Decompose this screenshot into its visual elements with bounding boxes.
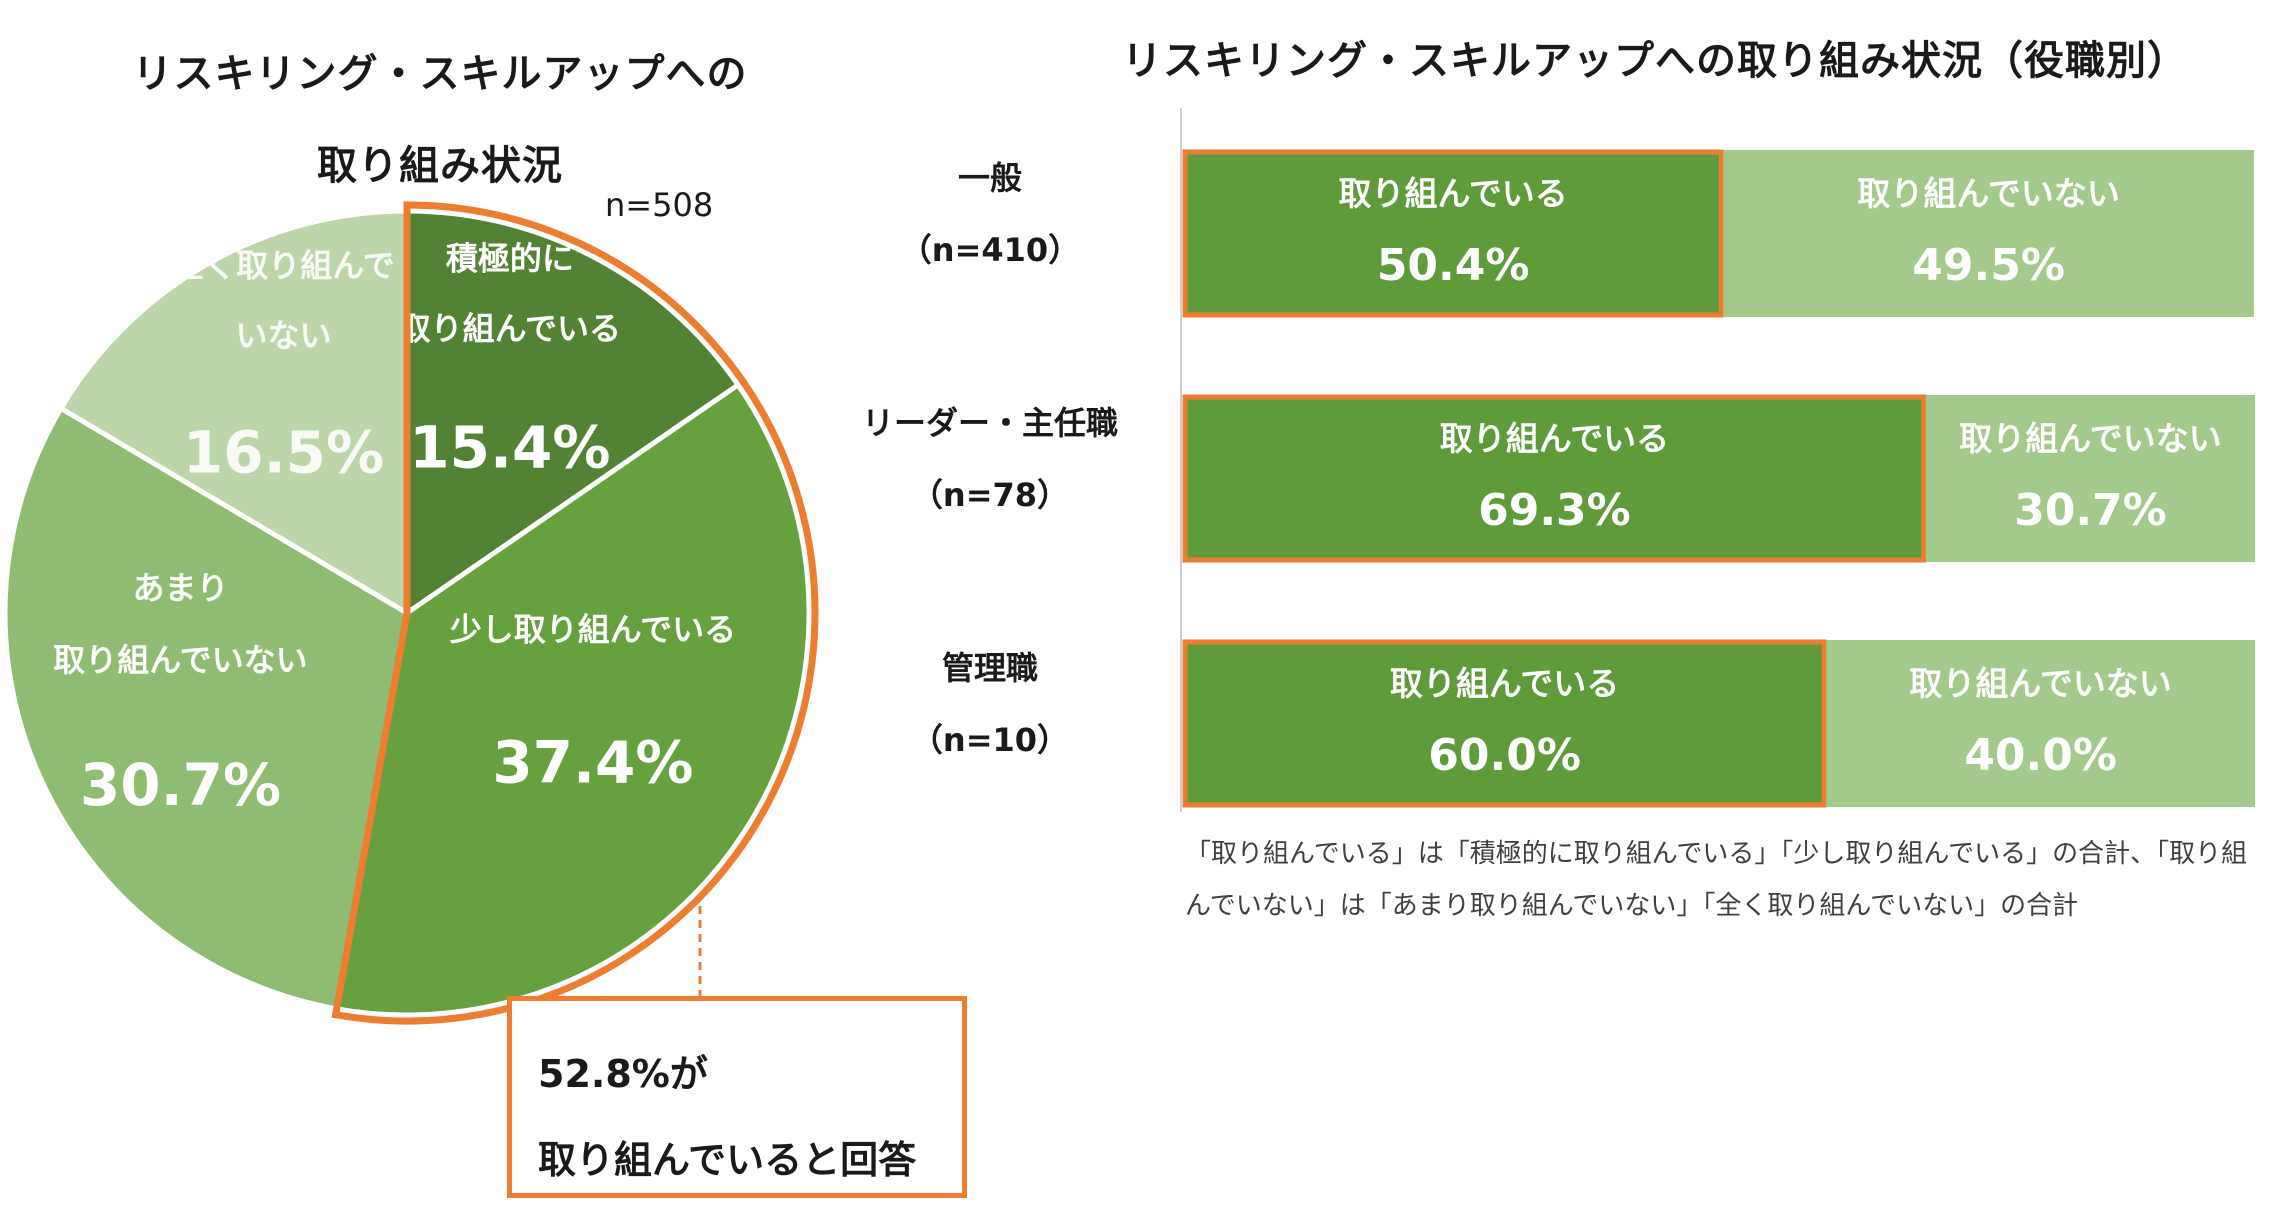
bar-segment bbox=[1826, 640, 2255, 807]
bar-category-label: 一般 （n=410） bbox=[840, 142, 1140, 286]
footnote: 「取り組んでいる」は「積極的に取り組んでいる」「少し取り組んでいる」の合計、「取… bbox=[1185, 839, 2248, 921]
bar-chart-title: リスキリング・スキルアップへの取り組み状況（役職別） bbox=[1122, 38, 2188, 84]
callout-box: 52.8%が 取り組んでいると回答 bbox=[507, 996, 967, 1198]
bar-segment-label: 取り組んでいない bbox=[1857, 174, 2119, 213]
bar-segment-label: 取り組んでいる bbox=[1338, 174, 1567, 213]
bar-category-name: 管理職 bbox=[941, 649, 1038, 687]
pie-title-line2: 取り組み状況 bbox=[317, 143, 563, 189]
bar-highlight-outline bbox=[1182, 149, 1724, 318]
pie-slice-label: 少し取り組んでいる bbox=[450, 611, 736, 649]
pie-slice-label: 全く取り組んで bbox=[171, 247, 394, 285]
bar-highlight-outline bbox=[1182, 639, 1827, 808]
bar-segment-value: 60.0% bbox=[1428, 730, 1581, 781]
bar-segment-value: 69.3% bbox=[1478, 485, 1631, 536]
bar-category-n: （n=10） bbox=[910, 721, 1070, 759]
bar-category-name: リーダー・主任職 bbox=[861, 404, 1118, 442]
bar-segment-value: 30.7% bbox=[2014, 485, 2167, 536]
pie-slice-label: いない bbox=[236, 317, 332, 355]
pie-slice-value: 30.7% bbox=[80, 751, 281, 819]
pie-sample-size: n=508 bbox=[605, 186, 714, 224]
bar-segment-value: 50.4% bbox=[1377, 240, 1530, 291]
bar-segment bbox=[1183, 150, 1724, 317]
bar-segment-label: 取り組んでいる bbox=[1440, 419, 1669, 458]
pie-title-line1: リスキリング・スキルアップへの bbox=[132, 51, 748, 97]
bar-segment bbox=[1183, 395, 1926, 562]
callout-line2: 取り組んでいると回答 bbox=[538, 1138, 917, 1182]
bar-segment bbox=[1925, 395, 2255, 562]
pie-slice-value: 15.4% bbox=[409, 413, 610, 481]
bar-segment-value: 40.0% bbox=[1964, 730, 2117, 781]
bar-segment-label: 取り組んでいない bbox=[1909, 664, 2171, 703]
pie-slice bbox=[57, 208, 410, 618]
callout-line1: 52.8%が bbox=[538, 1052, 708, 1096]
pie-slice-label: 積極的に bbox=[446, 239, 574, 277]
bar-category-name: 一般 bbox=[957, 159, 1022, 197]
bar-highlight-outline bbox=[1182, 394, 1927, 563]
bar-category-label: 管理職 （n=10） bbox=[840, 632, 1140, 776]
pie-chart-title: リスキリング・スキルアップへの 取り組み状況 bbox=[60, 28, 820, 212]
pie-slice-label: 取り組んでいる bbox=[399, 309, 621, 347]
bar-category-label: リーダー・主任職 （n=78） bbox=[840, 387, 1140, 531]
pie-slice-value: 37.4% bbox=[492, 729, 693, 797]
pie-slice-label: 取り組んでいない bbox=[53, 641, 307, 679]
pie-slice-value: 16.5% bbox=[183, 419, 384, 487]
pie-chart: 積極的に取り組んでいる 15.4% 少し取り組んでいる 37.4% あまり取り組んでいな… bbox=[2, 201, 819, 1025]
pie-slice bbox=[2, 404, 410, 1012]
bar-segment bbox=[1183, 640, 1827, 807]
bar-segment-value: 49.5% bbox=[1912, 240, 2065, 291]
pie-slice bbox=[333, 381, 812, 1018]
bar-category-n: （n=78） bbox=[910, 476, 1070, 514]
bar-segment-label: 取り組んでいる bbox=[1390, 664, 1619, 703]
bar-segment-label: 取り組んでいない bbox=[1959, 419, 2221, 458]
bar-segment bbox=[1723, 150, 2254, 317]
bar-category-n: （n=410） bbox=[899, 231, 1081, 269]
pie-slice bbox=[404, 208, 742, 618]
pie-slice-label: あまり bbox=[132, 569, 228, 607]
